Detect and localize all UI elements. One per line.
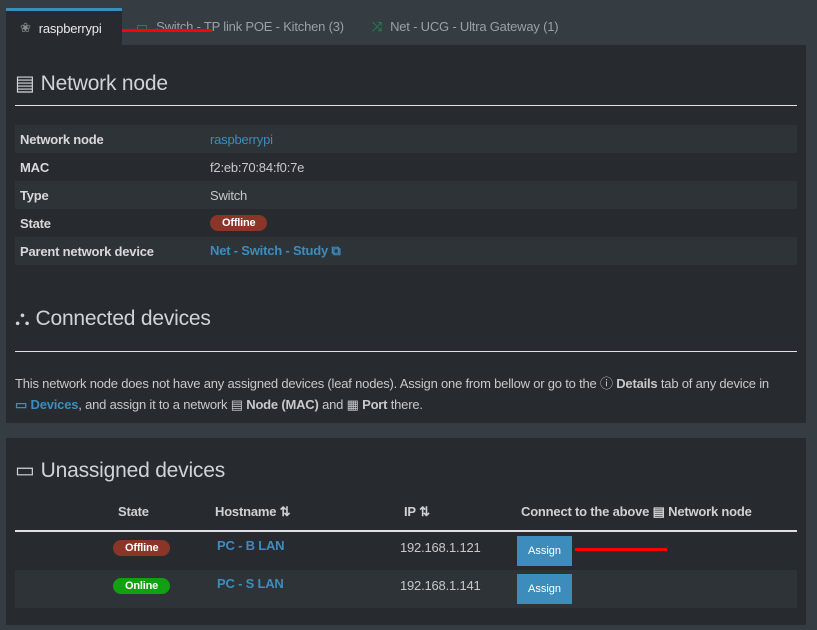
row-state: State Offline [15,209,797,237]
node-name: raspberrypi [210,131,273,147]
connected-devices-heading: ⛬ Connected devices [15,307,211,330]
laptop-icon: ▭ [15,397,28,412]
hostname-link[interactable]: PC - S LAN [217,576,284,591]
external-link-icon: ⧉ [331,243,341,258]
assign-button[interactable]: Assign [517,574,572,604]
row-mac: MAC f2:eb:70:84:f0:7e [20,159,305,175]
table-row: Offline PC - B LAN 192.168.1.121 Assign [15,532,797,570]
raspberry-icon: ❀ [20,20,31,35]
annotation-arrow [122,29,212,32]
divider [15,351,797,352]
network-node-panel: ▤ Network node Network node raspberrypi MA… [6,45,806,423]
server-icon: ▤ [230,397,243,412]
unassigned-heading: ▭ Unassigned devices [15,458,226,483]
status-badge: Offline [113,540,171,556]
header-hostname[interactable]: Hostname ⇅ [215,504,291,519]
divider [15,105,797,106]
assign-button[interactable]: Assign [517,536,572,566]
row-type: Type Switch [15,181,797,209]
tab-switch-kitchen[interactable]: ▭ Switch - TP link POE - Kitchen (3) [136,18,344,35]
devices-link[interactable]: ▭ Devices [15,397,79,412]
annotation-arrow [575,548,667,551]
switch-icon: ▭ [136,18,149,34]
row-parent: Parent network device Net - Switch - Stud… [15,237,797,265]
connected-note: This network node does not have any assi… [15,376,769,412]
network-node-heading: ▤ Network node [15,71,168,96]
header-state: State [118,504,149,519]
header-ip[interactable]: IP ⇅ [404,504,430,519]
hostname-link[interactable]: PC - B LAN [217,538,285,553]
info-icon: ⓘ [600,376,613,391]
ethernet-icon: ▦ [346,397,359,412]
laptop-icon: ▭ [15,459,35,482]
sort-icon: ⇅ [279,504,291,519]
unassigned-devices-panel: ▭ Unassigned devices State Hostname ⇅ IP … [6,438,806,625]
sort-icon: ⇅ [419,504,430,519]
row-network-node: Network node raspberrypi [15,125,797,153]
status-badge: Offline [210,215,268,231]
tab-ucg-gateway[interactable]: ⤨ Net - UCG - Ultra Gateway (1) [371,18,559,35]
header-connect: Connect to the above ▤ Network node [521,504,752,519]
table-row: Online PC - S LAN 192.168.1.141 Assign [15,570,797,608]
sitemap-icon: ⛬ [15,307,30,330]
parent-device-link[interactable]: Net - Switch - Study ⧉ [210,243,341,258]
tab-bar: ❀ raspberrypi ▭ Switch - TP link POE - Kit… [6,8,572,45]
node-details-table: Network node raspberrypi MAC f2:eb:70:84:f… [15,125,797,265]
tab-raspberrypi[interactable]: ❀ raspberrypi [6,8,122,45]
server-icon: ▤ [15,72,35,95]
shuffle-icon: ⤨ [371,18,383,34]
divider [15,530,797,532]
status-badge: Online [113,578,171,594]
server-icon: ▤ [652,504,665,519]
